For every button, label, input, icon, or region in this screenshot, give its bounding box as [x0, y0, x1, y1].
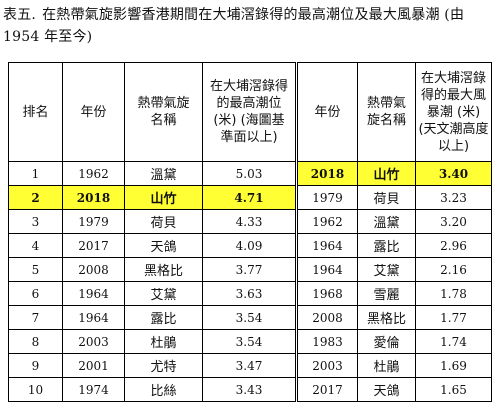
header-max-surge: 在大埔滘錄得的最大風暴潮 (米) (天文潮高度以上): [415, 62, 492, 162]
table-row: 8 2003 杜鵑 3.54 1983 愛倫 1.74: [8, 329, 492, 354]
rank-cell: 10: [8, 377, 63, 402]
cyclone-name-cell: 黑格比: [124, 257, 203, 282]
year-cell: 1979: [62, 209, 125, 234]
max-surge-cell: 1.69: [415, 353, 492, 378]
surge-year-cell: 1983: [295, 329, 358, 354]
surge-year-cell: 1964: [295, 233, 358, 258]
year-cell: 2001: [62, 353, 125, 378]
table-caption: 表五. 在熱帶氣旋影響香港期間在大埔滘錄得的最高潮位及最大風暴潮 (由 1954 …: [3, 4, 493, 48]
year-cell: 1964: [62, 305, 125, 330]
cyclone-name-cell: 天鴿: [124, 233, 203, 258]
surge-cyclone-name-cell: 杜鵑: [357, 353, 416, 378]
max-tide-cell: 4.33: [202, 209, 297, 234]
surge-cyclone-name-cell: 溫黛: [357, 209, 416, 234]
table-row: 3 1979 荷貝 4.33 1962 溫黛 3.20: [8, 209, 492, 234]
surge-cyclone-name-cell: 艾黛: [357, 257, 416, 282]
rank-cell: 4: [8, 233, 63, 258]
cyclone-name-cell: 艾黛: [124, 281, 203, 306]
year-cell: 1964: [62, 281, 125, 306]
table-row: 5 2008 黑格比 3.77 1964 艾黛 2.16: [8, 257, 492, 282]
rank-cell: 3: [8, 209, 63, 234]
surge-year-cell: 2008: [295, 305, 358, 330]
max-tide-cell: 3.54: [202, 305, 297, 330]
header-rank: 排名: [8, 62, 63, 162]
header-year-surge: 年份: [295, 62, 358, 162]
table-row: 6 1964 艾黛 3.63 1968 雪麗 1.78: [8, 281, 492, 306]
table-row: 10 1974 比絲 3.43 2017 天鴿 1.65: [8, 377, 492, 402]
table-row: 4 2017 天鴿 4.09 1964 露比 2.96: [8, 233, 492, 258]
max-surge-cell: 3.20: [415, 209, 492, 234]
max-surge-cell: 1.78: [415, 281, 492, 306]
max-tide-cell: 3.43: [202, 377, 297, 402]
cyclone-name-cell: 荷貝: [124, 209, 203, 234]
header-max-tide: 在大埔滘錄得的最高潮位 (米) (海圖基準面以上): [202, 62, 297, 162]
year-cell: 2008: [62, 257, 125, 282]
year-cell: 1962: [62, 161, 125, 186]
max-surge-cell: 3.40: [415, 161, 492, 186]
surge-year-cell: 2003: [295, 353, 358, 378]
cyclone-name-cell: 杜鵑: [124, 329, 203, 354]
max-tide-cell: 4.71: [202, 185, 297, 210]
cyclone-name-cell: 尤特: [124, 353, 203, 378]
rank-cell: 5: [8, 257, 63, 282]
table-row: 1 1962 溫黛 5.03 2018 山竹 3.40: [8, 161, 492, 186]
surge-year-cell: 1968: [295, 281, 358, 306]
table-row: 9 2001 尤特 3.47 2003 杜鵑 1.69: [8, 353, 492, 378]
header-cyclone-name-surge: 熱帶氣旋名稱: [357, 62, 416, 162]
max-tide-cell: 3.63: [202, 281, 297, 306]
header-cyclone-name: 熱帶氣旋名稱: [124, 62, 203, 162]
table-row: 7 1964 露比 3.54 2008 黑格比 1.77: [8, 305, 492, 330]
max-tide-cell: 4.09: [202, 233, 297, 258]
table-header-row: 排名 年份 熱帶氣旋名稱 在大埔滘錄得的最高潮位 (米) (海圖基準面以上) 年…: [8, 62, 492, 162]
cyclone-name-cell: 山竹: [124, 185, 203, 210]
rank-cell: 6: [8, 281, 63, 306]
surge-cyclone-name-cell: 雪麗: [357, 281, 416, 306]
surge-year-cell: 2018: [295, 161, 358, 186]
caption-label: 表五.: [3, 7, 37, 23]
surge-cyclone-name-cell: 山竹: [357, 161, 416, 186]
max-surge-cell: 1.65: [415, 377, 492, 402]
cyclone-name-cell: 比絲: [124, 377, 203, 402]
max-surge-cell: 1.74: [415, 329, 492, 354]
year-cell: 2003: [62, 329, 125, 354]
surge-year-cell: 2017: [295, 377, 358, 402]
year-cell: 2018: [62, 185, 125, 210]
surge-cyclone-name-cell: 愛倫: [357, 329, 416, 354]
header-year: 年份: [62, 62, 125, 162]
surge-year-cell: 1979: [295, 185, 358, 210]
max-tide-cell: 3.77: [202, 257, 297, 282]
surge-cyclone-name-cell: 黑格比: [357, 305, 416, 330]
rank-cell: 1: [8, 161, 63, 186]
cyclone-name-cell: 露比: [124, 305, 203, 330]
surge-cyclone-name-cell: 天鴿: [357, 377, 416, 402]
caption-text: 在熱帶氣旋影響香港期間在大埔滘錄得的最高潮位及最大風暴潮 (由 1954 年至今…: [3, 7, 465, 45]
rank-cell: 2: [8, 185, 63, 210]
year-cell: 2017: [62, 233, 125, 258]
max-surge-cell: 3.23: [415, 185, 492, 210]
cyclone-name-cell: 溫黛: [124, 161, 203, 186]
rank-cell: 9: [8, 353, 63, 378]
max-tide-cell: 5.03: [202, 161, 297, 186]
surge-cyclone-name-cell: 露比: [357, 233, 416, 258]
surge-year-cell: 1962: [295, 209, 358, 234]
storm-surge-table: 排名 年份 熱帶氣旋名稱 在大埔滘錄得的最高潮位 (米) (海圖基準面以上) 年…: [8, 62, 492, 402]
surge-year-cell: 1964: [295, 257, 358, 282]
max-surge-cell: 2.96: [415, 233, 492, 258]
max-tide-cell: 3.54: [202, 329, 297, 354]
surge-cyclone-name-cell: 荷貝: [357, 185, 416, 210]
table-row: 2 2018 山竹 4.71 1979 荷貝 3.23: [8, 185, 492, 210]
max-surge-cell: 1.77: [415, 305, 492, 330]
rank-cell: 7: [8, 305, 63, 330]
max-surge-cell: 2.16: [415, 257, 492, 282]
rank-cell: 8: [8, 329, 63, 354]
year-cell: 1974: [62, 377, 125, 402]
max-tide-cell: 3.47: [202, 353, 297, 378]
